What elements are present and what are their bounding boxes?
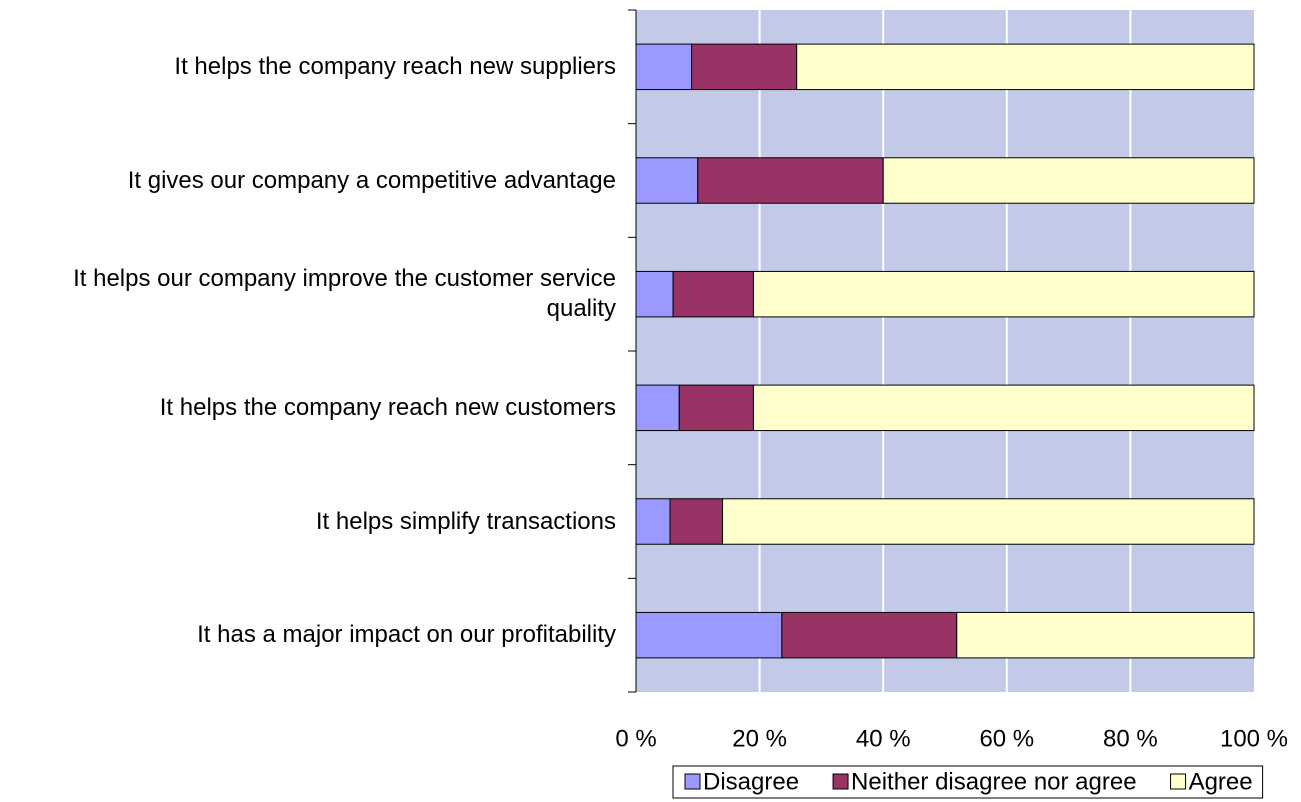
bar-segment xyxy=(697,157,884,204)
bar-segment xyxy=(635,498,671,545)
legend-box xyxy=(672,765,1264,799)
x-tick-label: 0 % xyxy=(615,725,656,752)
bar-segment xyxy=(635,43,693,91)
bar-segment xyxy=(752,384,1255,432)
x-tick-label: 40 % xyxy=(856,725,911,752)
bar-segment xyxy=(691,43,798,91)
bar-segment xyxy=(796,43,1255,91)
legend-label: Agree xyxy=(1189,768,1253,795)
bar-segment xyxy=(678,384,754,432)
legend: Disagree Neither disagree nor agree Agree xyxy=(672,765,1264,799)
legend-label: Disagree xyxy=(703,768,799,795)
bar-segment xyxy=(956,611,1255,659)
legend-swatch xyxy=(684,773,701,790)
bar-segment xyxy=(672,270,754,318)
bar-segment xyxy=(635,157,699,204)
x-tick-label: 60 % xyxy=(979,725,1034,752)
bar-segment xyxy=(722,498,1255,545)
x-tick-label: 20 % xyxy=(732,725,787,752)
bar-segment xyxy=(882,157,1255,204)
bar-segment xyxy=(635,384,680,432)
category-label: It gives our company a competitive advan… xyxy=(127,166,616,194)
x-tick-label: 100 % xyxy=(1220,725,1288,752)
legend-swatch xyxy=(832,773,849,790)
category-label: It helps the company reach new customers xyxy=(159,393,616,421)
x-tick-label: 80 % xyxy=(1103,725,1158,752)
category-label: It helps simplify transactions xyxy=(315,507,616,535)
plot-area xyxy=(636,10,1254,692)
legend-swatch xyxy=(1170,773,1187,790)
bar-segment xyxy=(781,611,958,659)
category-label: It has a major impact on our profitabili… xyxy=(197,621,616,649)
legend-label: Neither disagree nor agree xyxy=(851,768,1137,795)
bar-segment xyxy=(752,270,1255,318)
bar-segment xyxy=(635,611,783,659)
bar-segment xyxy=(669,498,724,545)
category-label: It helps our company improve the custome… xyxy=(73,265,616,323)
category-label: It helps the company reach new suppliers xyxy=(174,52,616,80)
bar-segment xyxy=(635,270,674,318)
